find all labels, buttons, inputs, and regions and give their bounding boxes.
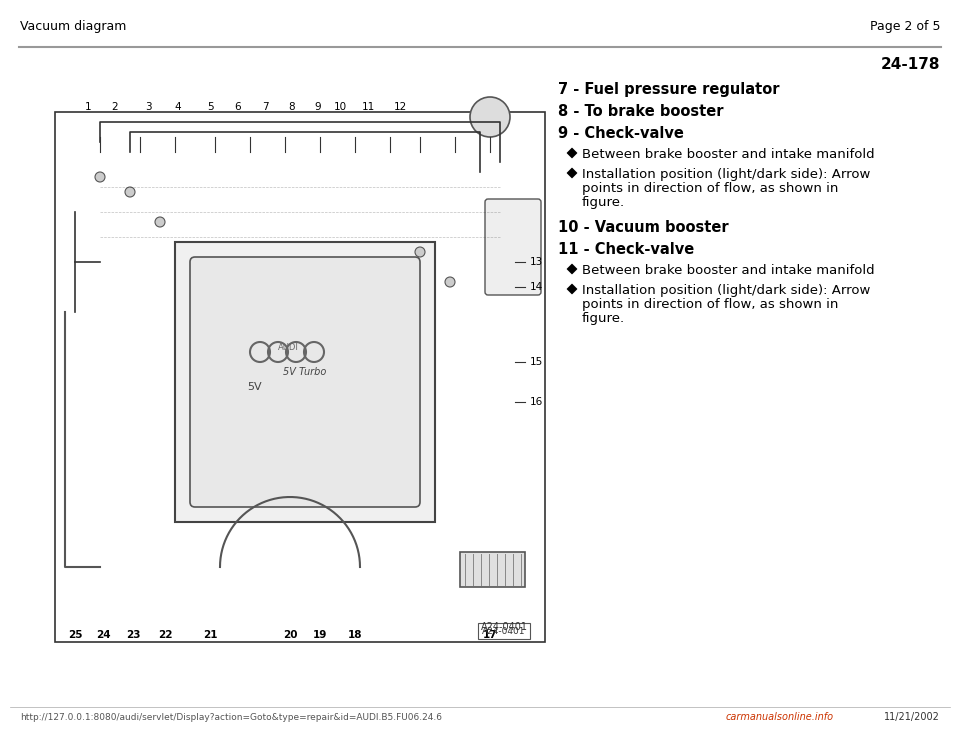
FancyBboxPatch shape bbox=[190, 257, 420, 507]
Polygon shape bbox=[567, 148, 577, 158]
Text: 10: 10 bbox=[333, 102, 347, 112]
Text: 11/21/2002: 11/21/2002 bbox=[884, 712, 940, 722]
Text: points in direction of flow, as shown in: points in direction of flow, as shown in bbox=[582, 298, 838, 311]
Text: 7: 7 bbox=[262, 102, 268, 112]
Text: 8 - To brake booster: 8 - To brake booster bbox=[558, 104, 724, 119]
Text: 7 - Fuel pressure regulator: 7 - Fuel pressure regulator bbox=[558, 82, 780, 97]
Text: A24-0401: A24-0401 bbox=[481, 622, 528, 632]
Text: 1: 1 bbox=[84, 102, 91, 112]
Text: 5: 5 bbox=[206, 102, 213, 112]
Text: 15: 15 bbox=[530, 357, 543, 367]
Circle shape bbox=[155, 217, 165, 227]
Text: 11: 11 bbox=[361, 102, 374, 112]
Text: 17: 17 bbox=[483, 630, 497, 640]
Text: 21: 21 bbox=[203, 630, 217, 640]
Text: 19: 19 bbox=[313, 630, 327, 640]
Text: 8: 8 bbox=[289, 102, 296, 112]
Polygon shape bbox=[567, 168, 577, 178]
Text: 10 - Vacuum booster: 10 - Vacuum booster bbox=[558, 220, 729, 235]
Text: Between brake booster and intake manifold: Between brake booster and intake manifol… bbox=[582, 148, 875, 161]
Circle shape bbox=[445, 277, 455, 287]
Bar bbox=[175, 242, 435, 522]
Text: 5V: 5V bbox=[248, 382, 262, 392]
Circle shape bbox=[95, 172, 105, 182]
Text: http://127.0.0.1:8080/audi/servlet/Display?action=Goto&type=repair&id=AUDI.B5.FU: http://127.0.0.1:8080/audi/servlet/Displ… bbox=[20, 713, 442, 722]
Text: 11 - Check-valve: 11 - Check-valve bbox=[558, 242, 694, 257]
Circle shape bbox=[470, 97, 510, 137]
Text: figure.: figure. bbox=[582, 196, 625, 209]
Circle shape bbox=[125, 187, 135, 197]
Text: Installation position (light/dark side): Arrow: Installation position (light/dark side):… bbox=[582, 284, 871, 297]
Circle shape bbox=[415, 247, 425, 257]
Text: AUDI: AUDI bbox=[277, 343, 299, 352]
Text: 6: 6 bbox=[234, 102, 241, 112]
Text: Vacuum diagram: Vacuum diagram bbox=[20, 20, 127, 33]
Text: 20: 20 bbox=[283, 630, 298, 640]
Text: figure.: figure. bbox=[582, 312, 625, 325]
Text: carmanualsonline.info: carmanualsonline.info bbox=[726, 712, 834, 722]
Text: 22: 22 bbox=[157, 630, 172, 640]
Bar bbox=[460, 552, 525, 587]
Text: 5V Turbo: 5V Turbo bbox=[283, 367, 326, 377]
Text: A24-0401: A24-0401 bbox=[482, 626, 526, 635]
Text: 23: 23 bbox=[126, 630, 140, 640]
Text: 3: 3 bbox=[145, 102, 152, 112]
Text: 16: 16 bbox=[530, 397, 543, 407]
Text: 12: 12 bbox=[394, 102, 407, 112]
Text: 13: 13 bbox=[530, 257, 543, 267]
Polygon shape bbox=[567, 264, 577, 274]
Text: 2: 2 bbox=[111, 102, 118, 112]
Text: 9: 9 bbox=[315, 102, 322, 112]
Text: Installation position (light/dark side): Arrow: Installation position (light/dark side):… bbox=[582, 168, 871, 181]
Bar bbox=[55, 112, 545, 642]
Text: 14: 14 bbox=[530, 282, 543, 292]
Text: Page 2 of 5: Page 2 of 5 bbox=[870, 20, 940, 33]
Text: 9 - Check-valve: 9 - Check-valve bbox=[558, 126, 684, 141]
Bar bbox=[478, 623, 530, 639]
Text: 24-178: 24-178 bbox=[880, 57, 940, 72]
Text: points in direction of flow, as shown in: points in direction of flow, as shown in bbox=[582, 182, 838, 195]
Text: 18: 18 bbox=[348, 630, 362, 640]
Text: 25: 25 bbox=[68, 630, 83, 640]
Polygon shape bbox=[567, 284, 577, 294]
Text: 4: 4 bbox=[175, 102, 181, 112]
FancyBboxPatch shape bbox=[485, 199, 541, 295]
Text: Between brake booster and intake manifold: Between brake booster and intake manifol… bbox=[582, 264, 875, 277]
Text: 24: 24 bbox=[96, 630, 110, 640]
